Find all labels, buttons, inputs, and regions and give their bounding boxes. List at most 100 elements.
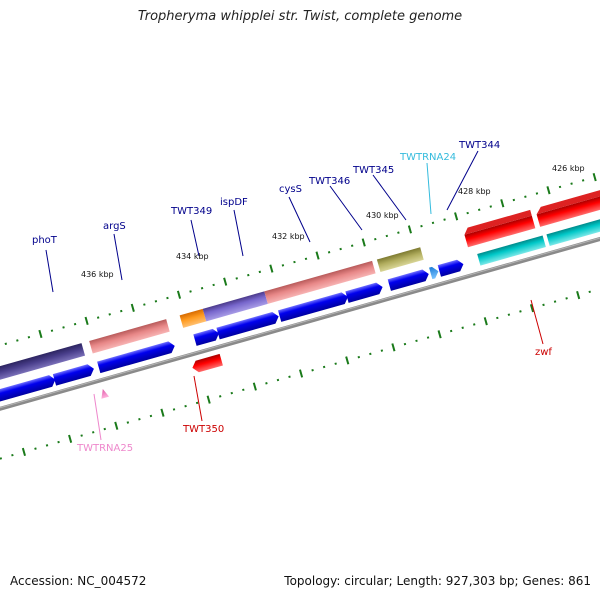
minor-tick [189,290,192,293]
minor-tick [397,231,400,234]
minor-tick [184,404,187,408]
feature-zwf[interactable] [464,215,536,248]
cds-arrow[interactable] [52,363,96,386]
feature-cyan-2[interactable] [546,212,600,246]
major-tick [407,225,412,234]
minor-tick [350,244,354,247]
tick-label: 434 kbp [176,252,209,261]
feature-TWT349[interactable] [179,308,207,328]
minor-tick [50,329,54,332]
map-title: Tropheryma whipplei str. Twist, complete… [137,9,463,24]
minor-tick [235,277,238,280]
minor-tick [288,375,291,378]
major-tick [130,303,135,312]
minor-tick [11,453,14,457]
minor-tick [218,395,222,398]
genome-band [0,173,600,461]
cds-arrow[interactable] [0,374,57,408]
outer-ticks [4,173,597,345]
gene-label-TWT346[interactable]: TWT346 [308,176,350,187]
major-tick [483,317,488,326]
feature-argS[interactable] [89,319,170,354]
tick-labels: 436 kbp 434 kbp 432 kbp 430 kbp 428 kbp … [81,164,585,279]
minor-tick [120,309,123,313]
gene-label-ispDF[interactable]: ispDF [220,197,248,208]
gene-label-TWTRNA25[interactable]: TWTRNA25 [76,443,133,454]
minor-tick [80,434,83,437]
accession-text: Accession: NC_004572 [10,574,147,588]
major-tick [437,330,442,339]
minor-tick [489,205,492,208]
cds-arrow[interactable] [216,311,280,340]
feature-TWT350[interactable] [191,353,223,374]
minor-tick [172,408,176,411]
leader-lines [45,150,544,441]
tick-label: 432 kbp [272,232,305,241]
minor-tick [426,336,430,339]
feature-TWT345[interactable] [376,247,424,273]
gene-label-phoT[interactable]: phoT [32,235,58,246]
cds-arrow[interactable] [193,328,220,346]
minor-tick [553,300,557,303]
minor-tick [380,349,384,352]
feature-phoT[interactable] [0,343,86,386]
minor-tick [103,427,106,431]
gene-label-TWT350[interactable]: TWT350 [182,424,224,435]
cds-track-upper [0,212,600,408]
minor-tick [195,401,199,405]
cds-arrow[interactable] [437,258,465,277]
gene-label-TWT344[interactable]: TWT344 [458,140,500,151]
minor-tick [4,342,8,345]
cds-arrow[interactable] [345,281,384,303]
gene-label-TWTRNA24[interactable]: TWTRNA24 [399,152,456,163]
major-tick [68,434,73,443]
minor-tick [415,339,418,343]
gene-label-cysS[interactable]: cysS [279,184,302,195]
minor-tick [62,326,65,329]
major-tick [592,173,597,182]
major-tick [252,382,257,391]
minor-tick [461,326,464,329]
minor-tick [473,323,476,326]
cds-arrow[interactable] [387,268,431,291]
gene-labels: phoT argS TWT349 ispDF cysS TWT346 TWT34… [32,140,552,454]
gene-label-argS[interactable]: argS [103,221,126,232]
minor-tick [27,335,31,339]
minor-tick [542,303,545,307]
gene-label-TWT345[interactable]: TWT345 [352,165,394,176]
minor-tick [507,313,511,316]
rna-TWTRNA25[interactable] [99,388,110,399]
minor-tick [570,182,573,185]
minor-tick [34,447,37,450]
genome-backbone [0,184,600,461]
minor-tick [96,316,100,319]
cds-arrow[interactable] [97,340,176,374]
tick-label: 428 kbp [458,187,491,196]
feature-cyan-1[interactable] [477,235,546,266]
feature-ispDF[interactable] [202,291,268,322]
minor-tick [57,440,60,444]
rna-arrow[interactable] [429,265,440,280]
major-tick [84,316,89,326]
cds-arrow[interactable] [277,291,350,322]
major-tick [361,238,366,247]
minor-tick [322,365,326,369]
minor-tick [431,221,435,225]
minor-tick [466,211,469,215]
inner-ticks [0,290,591,460]
minor-tick [258,270,262,274]
major-tick [176,290,182,299]
minor-tick [276,378,280,382]
feature-cysS[interactable] [264,260,376,304]
minor-tick [420,224,423,228]
minor-tick [143,303,146,306]
major-tick [21,447,26,457]
minor-tick [403,342,407,346]
major-tick [345,356,350,365]
gene-label-TWT349[interactable]: TWT349 [170,206,212,217]
minor-tick [200,286,204,290]
feature-zwf-next[interactable] [536,189,600,227]
minor-tick [558,185,562,189]
gene-label-zwf[interactable]: zwf [535,347,552,358]
